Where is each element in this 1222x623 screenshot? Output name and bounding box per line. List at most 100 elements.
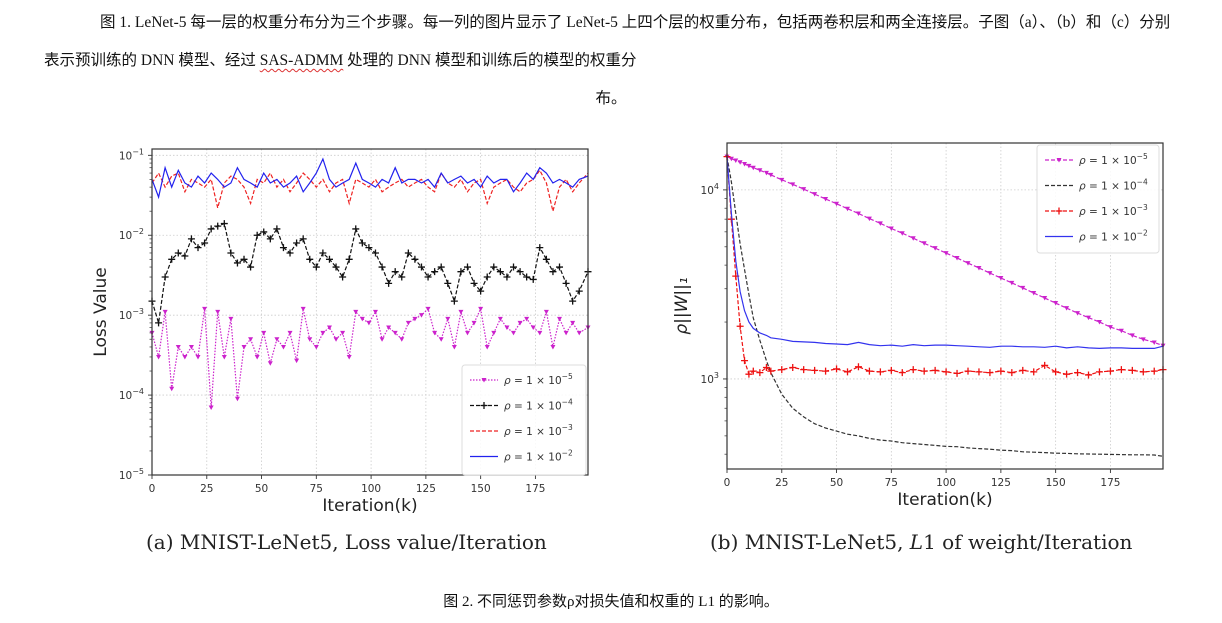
data-point xyxy=(372,309,378,315)
data-point xyxy=(1009,280,1015,286)
data-point xyxy=(569,297,577,305)
data-point xyxy=(280,344,286,350)
data-point xyxy=(404,249,412,257)
y-tick-label: 10−3 xyxy=(119,307,144,322)
data-point xyxy=(228,316,234,322)
data-point xyxy=(549,268,557,276)
data-point xyxy=(1150,367,1158,375)
data-point xyxy=(575,287,583,295)
data-point xyxy=(359,316,365,322)
y-tick-label: 10−5 xyxy=(119,467,144,482)
data-point xyxy=(504,325,510,331)
data-point xyxy=(484,344,490,350)
data-point xyxy=(844,368,852,376)
data-point xyxy=(451,344,457,350)
data-point xyxy=(834,201,840,207)
data-point xyxy=(274,337,280,342)
data-point xyxy=(557,316,563,322)
data-point xyxy=(450,297,458,305)
y-tick-label: 10−1 xyxy=(119,147,144,162)
data-point xyxy=(876,368,884,376)
data-point xyxy=(325,255,333,263)
data-point xyxy=(812,192,818,197)
data-point xyxy=(339,273,347,281)
data-point xyxy=(865,367,873,375)
data-point xyxy=(333,337,339,342)
data-point xyxy=(399,337,405,342)
data-point xyxy=(385,279,393,287)
data-point xyxy=(188,344,194,350)
data-point xyxy=(496,268,504,276)
x-tick-label: 75 xyxy=(885,477,898,489)
legend-marker xyxy=(1055,207,1063,215)
data-point xyxy=(742,162,748,167)
data-point xyxy=(733,158,739,164)
x-tick-label: 75 xyxy=(310,483,323,495)
data-point xyxy=(307,337,313,342)
data-point xyxy=(299,235,307,243)
figure2-caption: 图 2. 不同惩罚参数ρ对损失值和权重的 L1 的影响。 xyxy=(443,594,779,610)
x-tick-label: 125 xyxy=(416,483,436,495)
data-point xyxy=(220,220,228,228)
data-point xyxy=(953,369,961,377)
data-point xyxy=(741,357,749,365)
data-point xyxy=(756,369,764,377)
data-point xyxy=(1139,368,1147,376)
y-tick-label: 10−2 xyxy=(119,227,144,242)
data-point xyxy=(306,255,314,263)
data-point xyxy=(182,354,188,360)
data-point xyxy=(854,363,862,371)
caption-text: 图 1. LeNet-5 每一层的权重分布分为三个步骤。每一列的图片显示了 Le… xyxy=(44,14,1171,69)
data-point xyxy=(986,369,994,377)
data-point xyxy=(261,330,267,336)
data-point xyxy=(332,263,340,271)
subcaption-b-italic: L xyxy=(909,530,924,554)
data-point xyxy=(767,367,775,375)
data-point xyxy=(365,244,373,252)
data-point xyxy=(910,236,916,241)
data-point xyxy=(1031,290,1037,296)
data-point xyxy=(497,316,503,322)
data-point xyxy=(1020,285,1026,291)
data-point xyxy=(471,320,477,326)
data-point xyxy=(909,366,917,374)
data-point xyxy=(763,170,769,176)
data-point xyxy=(987,271,993,276)
x-tick-label: 150 xyxy=(1046,477,1066,489)
data-point xyxy=(1063,370,1071,378)
data-point xyxy=(920,367,928,375)
data-point xyxy=(287,330,293,336)
data-point xyxy=(1041,361,1049,369)
data-point xyxy=(227,249,235,257)
x-tick-label: 50 xyxy=(830,477,843,489)
data-point xyxy=(405,320,411,326)
data-point xyxy=(444,279,452,287)
data-point xyxy=(790,182,796,187)
legend-label: ρ = 1 × 10−4 xyxy=(504,398,573,413)
data-point xyxy=(247,263,255,271)
data-point xyxy=(529,275,537,283)
data-point xyxy=(921,241,927,246)
data-point xyxy=(542,255,550,263)
data-point xyxy=(576,330,582,336)
data-point xyxy=(728,156,734,162)
data-point xyxy=(260,228,268,236)
y-axis-label: ρ||W||₁ xyxy=(672,277,692,334)
data-point xyxy=(477,287,485,295)
data-point xyxy=(1107,325,1113,330)
data-point xyxy=(458,309,464,315)
data-point xyxy=(1151,340,1157,345)
data-point xyxy=(997,367,1005,375)
data-point xyxy=(954,256,960,261)
data-point xyxy=(248,337,254,342)
data-point xyxy=(221,354,227,360)
data-point xyxy=(898,369,906,377)
data-point xyxy=(300,306,306,312)
x-tick-label: 25 xyxy=(775,477,788,489)
axes-frame xyxy=(151,148,589,476)
x-tick-label: 175 xyxy=(525,483,545,495)
data-point xyxy=(155,319,163,327)
data-point xyxy=(943,251,949,256)
data-point xyxy=(737,160,743,165)
data-point xyxy=(1095,368,1103,376)
